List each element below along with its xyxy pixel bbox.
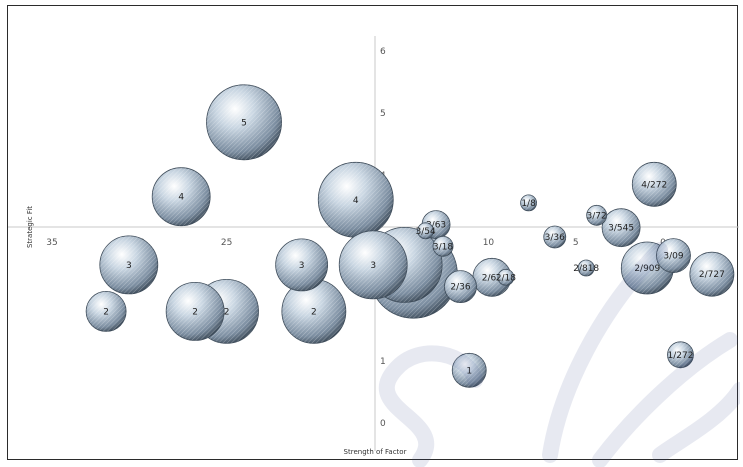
bubble-hatch [86, 291, 127, 332]
bubble-hatch [497, 269, 514, 286]
bubble: 3/36 [543, 225, 567, 249]
bubble-label: 3/72 [587, 211, 607, 221]
y-tick-label: 6 [380, 47, 386, 57]
bubble-hatch [152, 167, 211, 226]
bubble-label: 3/36 [545, 233, 565, 243]
bubble: 3 [99, 235, 159, 295]
watermark-logo [378, 242, 740, 467]
bubble: 3/545 [601, 208, 641, 248]
bubble-hatch [452, 353, 487, 388]
bubble-label: 2 [224, 307, 230, 317]
bubble-hatch [275, 238, 328, 291]
bubble-hatch [417, 222, 434, 239]
bubble: 1/272 [667, 341, 694, 369]
bubble-hatch [99, 235, 158, 294]
bubble-hatch [667, 341, 694, 368]
bubble-label: 3 [299, 261, 305, 271]
bubble: 4 [317, 161, 394, 238]
bubble: 2/36 [444, 270, 477, 304]
bubble-label: 1/8 [521, 199, 536, 209]
bubble-label: 4 [353, 196, 359, 206]
bubble-hatch [602, 208, 641, 247]
bubble-label: 2 [103, 307, 109, 317]
bubble: 2 [85, 290, 127, 332]
bubble: 4 [151, 167, 211, 227]
bubble-chart: 3530251050 0123456 2/7254332243232/9094/… [8, 36, 739, 456]
y-tick-label: 0 [380, 419, 386, 429]
y-tick-label: 1 [380, 357, 386, 367]
bubble: 2/818 [573, 259, 599, 277]
bubble-label: 2/727 [699, 270, 725, 280]
bubble-label: 3/09 [663, 252, 683, 262]
bubble: 1 [451, 352, 487, 388]
x-tick-label: 5 [573, 238, 579, 248]
bubble: 3/54 [415, 222, 436, 240]
bubble-label: 3 [370, 261, 376, 271]
bubble-label: 4/272 [641, 180, 667, 190]
x-tick-label: 25 [221, 238, 232, 248]
x-tick-label: 35 [46, 238, 57, 248]
bubble: 4/272 [631, 161, 677, 207]
bubble-hatch [166, 282, 225, 341]
bubble: 2/18 [496, 268, 516, 286]
bubble-hatch [318, 162, 394, 238]
bubble: 3 [338, 230, 408, 300]
bubble: 5 [206, 84, 282, 161]
x-tick-label: 10 [483, 238, 495, 248]
bubble: 2/727 [689, 251, 735, 297]
bubble-label: 2 [311, 307, 317, 317]
bubble-hatch [656, 238, 691, 273]
chart-frame: 3530251050 0123456 2/7254332243232/9094/… [7, 5, 739, 460]
bubble-label: 1/272 [667, 351, 693, 361]
bubble: 3/09 [656, 238, 691, 274]
bubble-label: 4 [178, 193, 184, 203]
x-axis-label: Strength of Factor [344, 448, 407, 456]
bubble-hatch [281, 279, 346, 344]
bubble-label: 2 [192, 307, 198, 317]
bubble-label: 1 [466, 366, 472, 376]
bubble-label: 3/54 [415, 227, 435, 237]
bubble-hatch [578, 260, 595, 276]
bubble: 2 [281, 278, 347, 344]
bubble-label: 3 [126, 261, 132, 271]
bubble-hatch [586, 205, 607, 226]
bubble-label: 3/18 [433, 242, 453, 252]
bubble-hatch [543, 226, 566, 248]
bubble-hatch [433, 236, 454, 257]
bubble-label: 5 [241, 118, 247, 128]
bubble-label: 2/818 [573, 264, 599, 274]
y-axis-label: Strategic Fit [26, 206, 34, 248]
bubble: 2 [165, 281, 225, 341]
bubble-hatch [444, 270, 477, 303]
bubble-label: 2/18 [496, 273, 516, 283]
bubble: 3/18 [432, 235, 454, 257]
bubble-label: 2/36 [450, 283, 470, 293]
bubble-hatch [689, 252, 734, 297]
bubble-hatch [520, 194, 537, 211]
bubble: 3/72 [586, 204, 608, 226]
bubble-label: 2/63 [482, 273, 502, 283]
bubble: 1/8 [520, 194, 537, 212]
bubble-label: 3/545 [608, 224, 634, 234]
bubble-hatch [632, 162, 677, 207]
bubble-hatch [339, 230, 408, 299]
bubble-hatch [472, 258, 511, 297]
y-tick-label: 5 [380, 109, 386, 119]
bubble: 3 [275, 238, 329, 292]
bubbles-group: 2/7254332243232/9094/2722/72722/633/5453… [85, 84, 735, 388]
bubble-label: 3/63 [426, 221, 446, 231]
bubble-hatch [206, 84, 282, 160]
bubble-label: 2/909 [634, 264, 660, 274]
